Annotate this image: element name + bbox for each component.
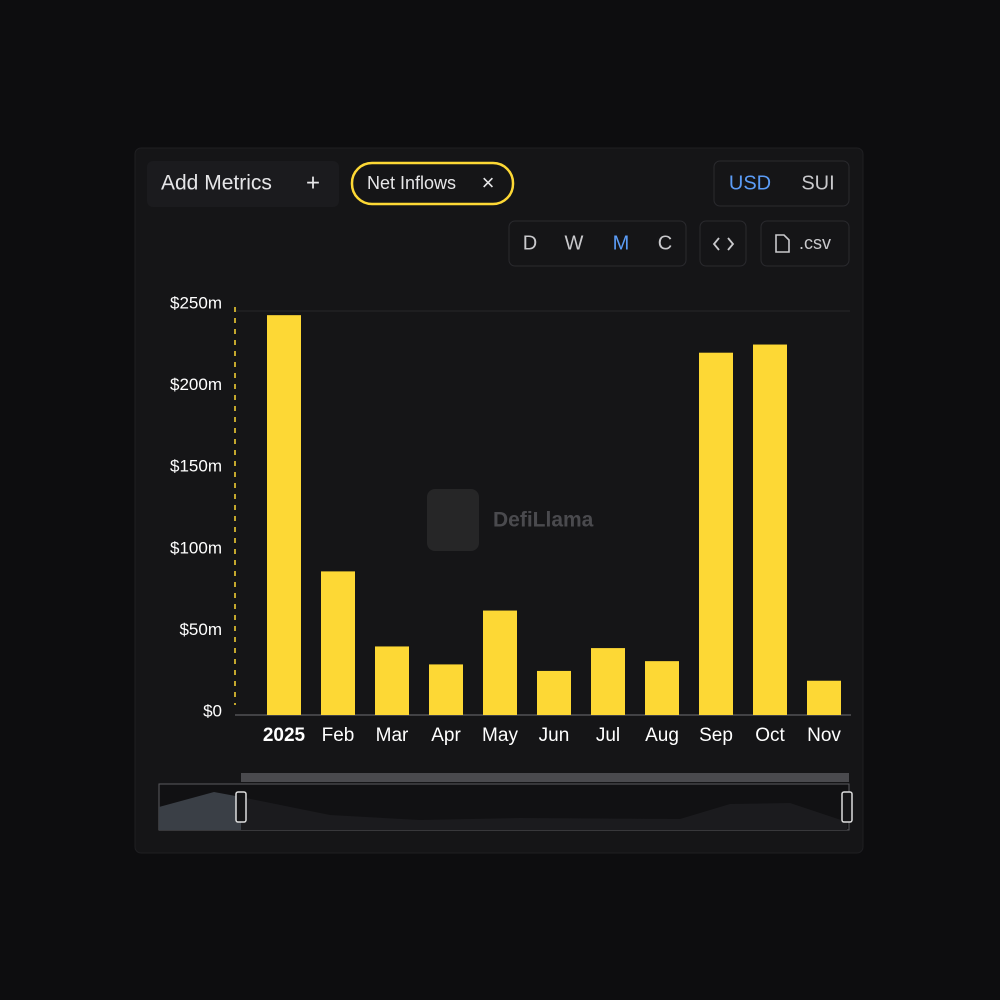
x-tick-label: Sep bbox=[699, 725, 733, 746]
embed-icon bbox=[712, 237, 735, 251]
bar bbox=[267, 315, 301, 715]
bar bbox=[807, 680, 841, 715]
bar bbox=[375, 646, 409, 715]
watermark: DefiLlama bbox=[493, 509, 594, 532]
x-tick-label: Aug bbox=[645, 725, 679, 746]
x-tick-label: Jun bbox=[539, 725, 570, 746]
x-tick-label: Oct bbox=[755, 725, 785, 746]
x-tick-label: Apr bbox=[431, 725, 461, 746]
period-option[interactable]: D bbox=[523, 232, 537, 254]
period-option[interactable]: C bbox=[658, 232, 672, 254]
x-tick-label: May bbox=[482, 725, 518, 746]
y-tick-label: $100m bbox=[170, 538, 222, 557]
csv-button[interactable] bbox=[760, 220, 850, 267]
period-option[interactable]: W bbox=[565, 232, 584, 254]
slider-handle[interactable] bbox=[841, 791, 853, 823]
bar bbox=[483, 610, 517, 715]
watermark-logo bbox=[427, 489, 479, 551]
x-tick-label: Feb bbox=[322, 725, 355, 746]
bar bbox=[537, 670, 571, 715]
currency-option[interactable]: USD bbox=[729, 172, 771, 194]
embed-button[interactable] bbox=[699, 220, 747, 267]
slider-preview bbox=[241, 797, 847, 830]
bar bbox=[699, 352, 733, 715]
y-tick-label: $200m bbox=[170, 375, 222, 394]
slider-bar[interactable] bbox=[241, 773, 849, 782]
x-tick-label: Nov bbox=[807, 725, 841, 746]
currency-toggle bbox=[713, 160, 850, 207]
y-tick-label: $0 bbox=[203, 701, 222, 720]
x-tick-label: Jul bbox=[596, 725, 620, 746]
metric-chip[interactable] bbox=[350, 161, 515, 206]
file-icon bbox=[775, 234, 790, 253]
period-option[interactable]: M bbox=[613, 232, 630, 254]
y-tick-label: $50m bbox=[179, 620, 222, 639]
bar bbox=[753, 344, 787, 715]
x-tick-label: 2025 bbox=[263, 725, 306, 746]
y-tick-label: $150m bbox=[170, 457, 222, 476]
add-metrics-label: Add Metrics bbox=[161, 172, 272, 195]
add-icon: + bbox=[306, 169, 320, 196]
bar bbox=[321, 571, 355, 715]
currency-option[interactable]: SUI bbox=[801, 172, 834, 194]
bar bbox=[591, 648, 625, 715]
bar bbox=[429, 664, 463, 715]
bar bbox=[645, 661, 679, 715]
add-metrics-button[interactable] bbox=[147, 161, 339, 207]
card bbox=[134, 147, 864, 854]
metric-chip-label: Net Inflows bbox=[367, 173, 456, 193]
y-tick-label: $250m bbox=[170, 293, 222, 312]
csv-label: .csv bbox=[799, 233, 831, 253]
slider-preview bbox=[159, 792, 241, 830]
x-tick-label: Mar bbox=[376, 725, 409, 746]
period-toggle bbox=[508, 220, 687, 267]
slider-handle[interactable] bbox=[235, 791, 247, 823]
chip-close[interactable]: × bbox=[482, 170, 495, 195]
